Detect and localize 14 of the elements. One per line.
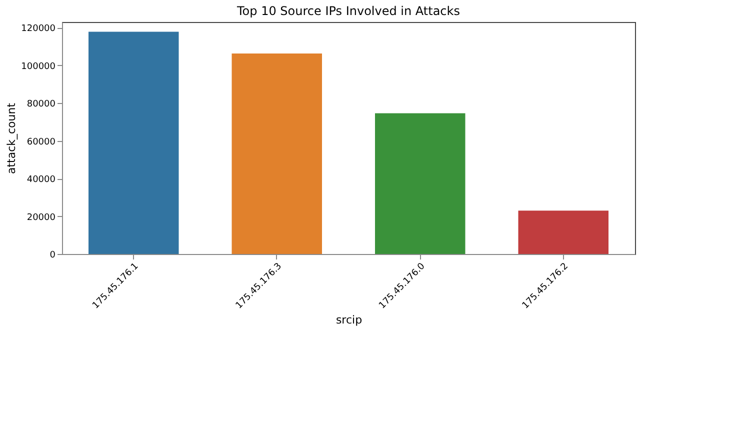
y-tick-label: 120000 <box>21 24 56 34</box>
bar <box>375 113 466 254</box>
y-tick-label: 0 <box>50 250 56 260</box>
bar <box>518 210 608 254</box>
bar <box>88 32 179 254</box>
y-tick-label: 40000 <box>26 175 56 186</box>
bar <box>232 54 322 254</box>
chart-title: Top 10 Source IPs Involved in Attacks <box>236 4 460 18</box>
y-tick-label: 60000 <box>26 137 56 148</box>
y-tick-label: 80000 <box>26 100 56 110</box>
x-axis-title: srcip <box>336 313 362 326</box>
y-tick-label: 100000 <box>21 62 56 72</box>
y-axis-title: attack_count <box>5 102 18 174</box>
y-tick-label: 20000 <box>26 212 56 223</box>
